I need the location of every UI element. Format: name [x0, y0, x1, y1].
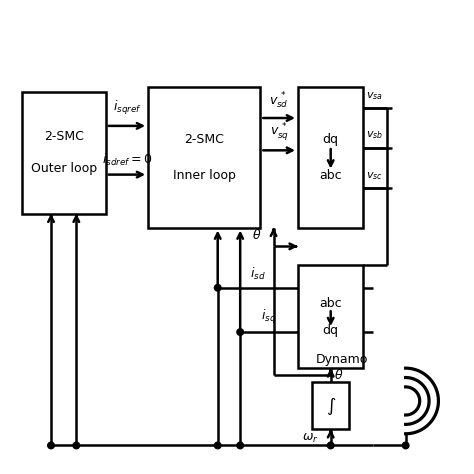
- Text: $\theta$: $\theta$: [253, 228, 262, 242]
- Text: 2-SMC: 2-SMC: [184, 133, 224, 146]
- Text: $i_{sdref}=0$: $i_{sdref}=0$: [102, 152, 152, 168]
- Text: Dynamo: Dynamo: [316, 353, 368, 366]
- Text: ∫: ∫: [326, 397, 336, 415]
- Bar: [148, 87, 260, 228]
- Text: $i_{sq}$: $i_{sq}$: [262, 308, 277, 326]
- Text: Outer loop: Outer loop: [31, 162, 97, 175]
- Circle shape: [214, 284, 221, 291]
- Text: dq: dq: [323, 133, 339, 146]
- Text: 2-SMC: 2-SMC: [44, 130, 83, 143]
- Text: abc: abc: [319, 169, 342, 182]
- Bar: [21, 92, 106, 214]
- Circle shape: [237, 329, 244, 336]
- Text: $\omega_r$: $\omega_r$: [302, 431, 319, 445]
- Circle shape: [214, 442, 221, 449]
- Circle shape: [237, 442, 244, 449]
- Text: $i_{sqref}$: $i_{sqref}$: [112, 100, 141, 118]
- Text: $i_{sd}$: $i_{sd}$: [250, 265, 265, 282]
- Text: $v_{sb}$: $v_{sb}$: [366, 129, 383, 141]
- Text: Inner loop: Inner loop: [173, 169, 236, 182]
- Bar: [298, 87, 364, 228]
- Circle shape: [73, 442, 80, 449]
- Circle shape: [48, 442, 55, 449]
- Bar: [312, 382, 349, 429]
- Circle shape: [328, 442, 334, 449]
- Circle shape: [402, 442, 409, 449]
- Text: $v_{sq}^{\,*}$: $v_{sq}^{\,*}$: [270, 121, 289, 143]
- Text: $v_{sc}$: $v_{sc}$: [366, 170, 383, 182]
- Text: $v_{sa}$: $v_{sa}$: [366, 90, 383, 102]
- Text: $v_{sd}^{\,*}$: $v_{sd}^{\,*}$: [269, 91, 289, 111]
- Text: $\theta$: $\theta$: [335, 368, 344, 382]
- Text: dq: dq: [323, 324, 339, 337]
- Text: abc: abc: [319, 297, 342, 310]
- Bar: [298, 265, 364, 368]
